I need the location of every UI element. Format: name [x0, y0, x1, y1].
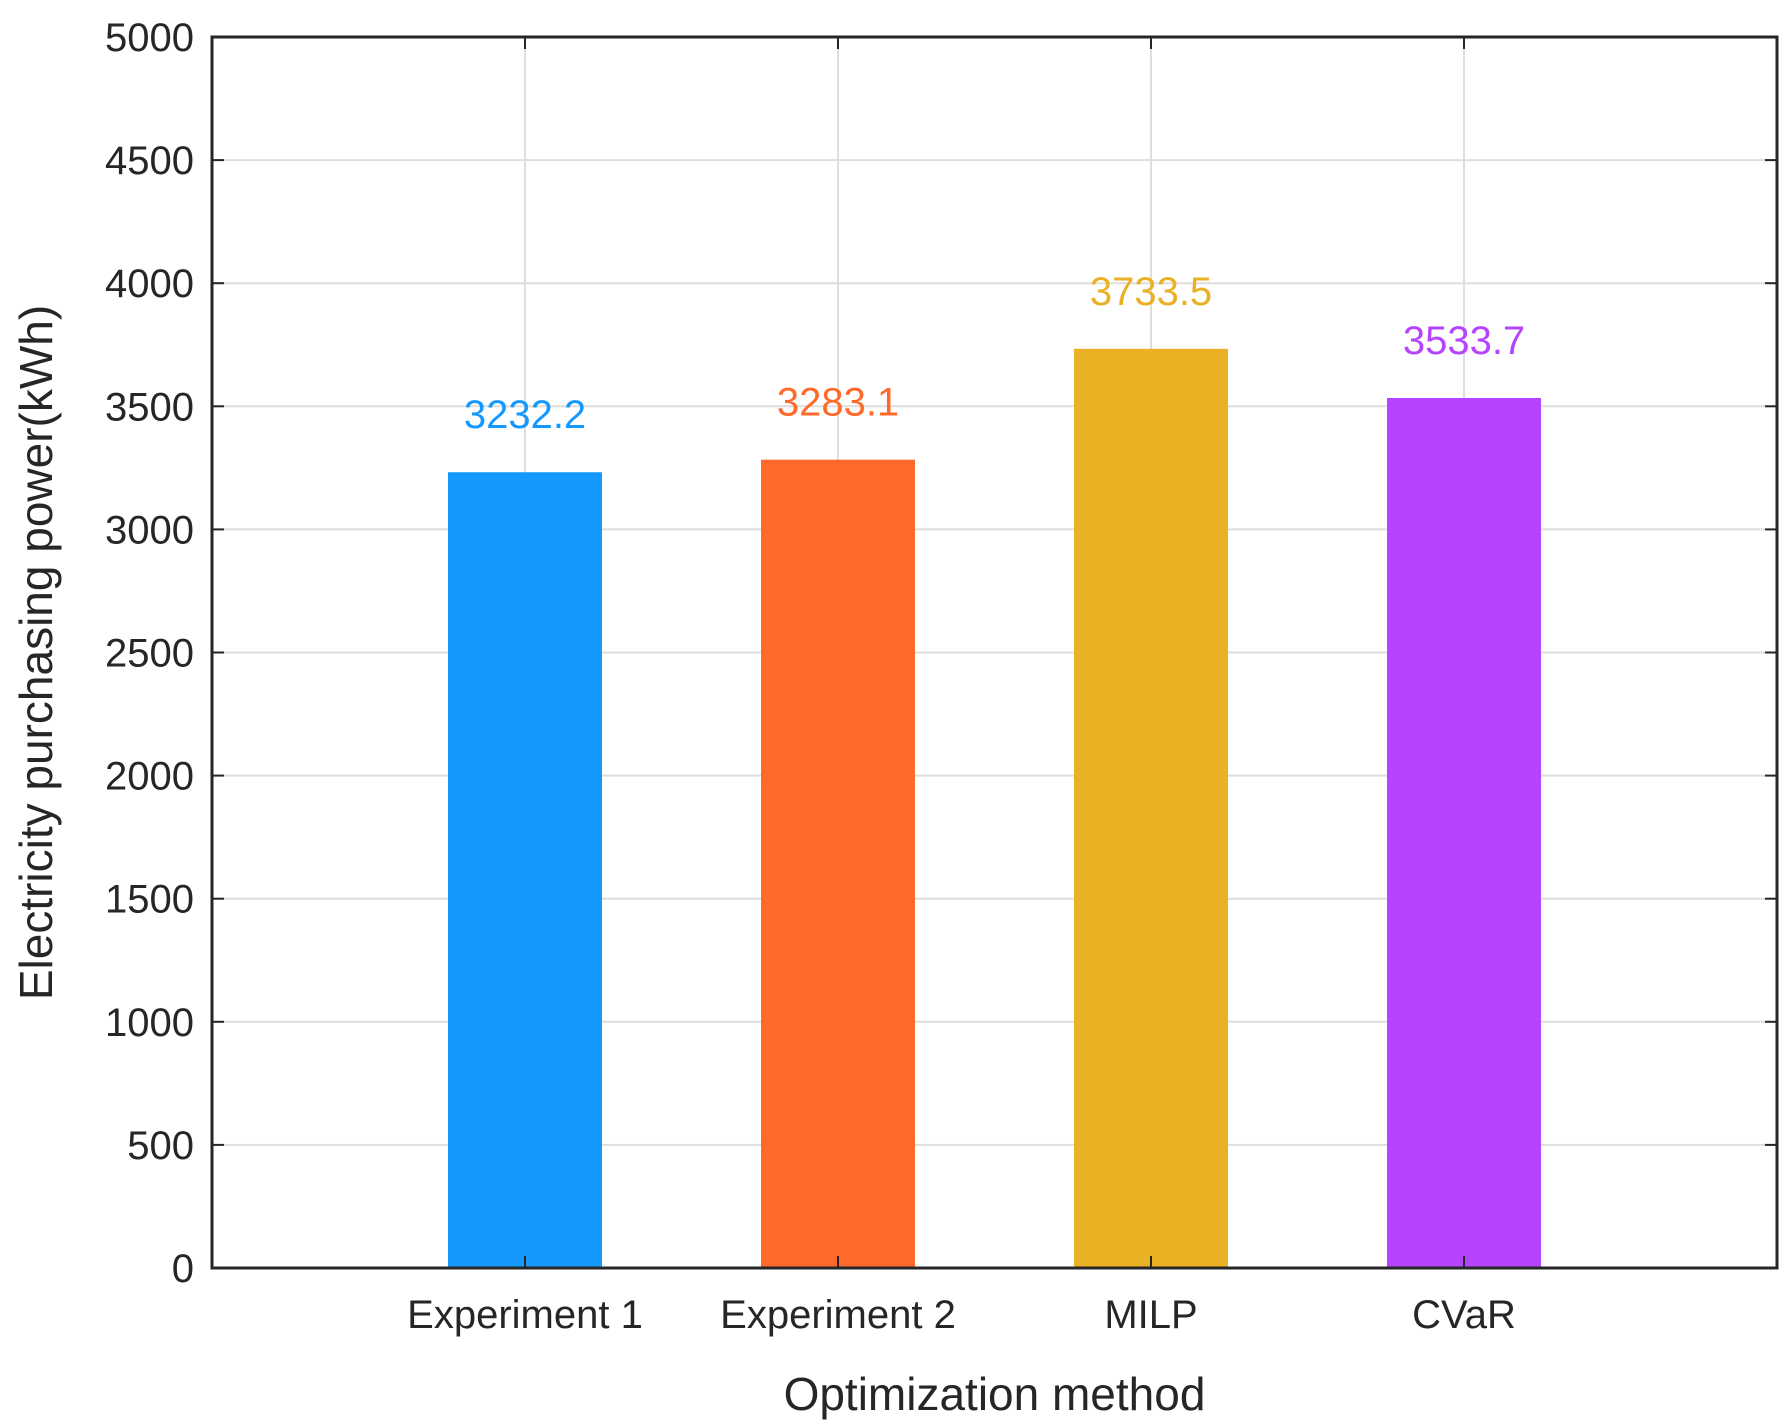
- y-tick-label: 4500: [105, 139, 194, 183]
- data-label-1: 3232.2: [464, 393, 586, 437]
- y-tick-label: 4000: [105, 262, 194, 306]
- y-tick-label: 2500: [105, 632, 194, 676]
- y-tick-label: 3000: [105, 508, 194, 552]
- y-tick-label: 500: [127, 1124, 194, 1168]
- bar-4: [1387, 398, 1541, 1268]
- y-tick-label: 0: [172, 1247, 194, 1291]
- data-labels: 3232.2 3283.1 3733.5 3533.7: [464, 270, 1525, 437]
- y-tick-label: 3500: [105, 385, 194, 429]
- data-label-3: 3733.5: [1090, 270, 1212, 314]
- y-axis-title: Electricity purchasing power(kWh): [10, 305, 62, 1000]
- x-tick-label: MILP: [1104, 1293, 1197, 1337]
- bar-3: [1074, 348, 1228, 1269]
- ticks: 0 500 1000 1500 2000 2500 3000 3500 4000 4500 5000…: [105, 16, 1777, 1337]
- data-label-4: 3533.7: [1403, 319, 1525, 363]
- x-tick-label: Experiment 1: [407, 1293, 643, 1337]
- x-tick-label: CVaR: [1412, 1293, 1516, 1337]
- bar-2: [761, 459, 915, 1268]
- x-tick-label: Experiment 2: [720, 1293, 956, 1337]
- x-axis-title: Optimization method: [784, 1368, 1206, 1420]
- bars: [448, 348, 1541, 1269]
- bar-1: [448, 472, 602, 1268]
- y-tick-label: 1000: [105, 1001, 194, 1045]
- y-tick-label: 2000: [105, 755, 194, 799]
- y-tick-label: 1500: [105, 878, 194, 922]
- y-tick-label: 5000: [105, 16, 194, 60]
- data-label-2: 3283.1: [777, 381, 899, 425]
- grid: [212, 37, 1777, 1268]
